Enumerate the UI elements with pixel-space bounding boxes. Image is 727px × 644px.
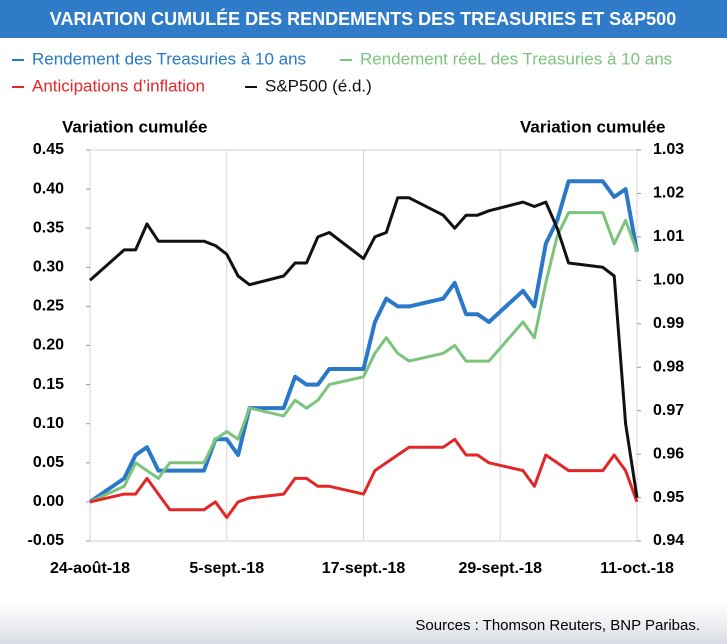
y-tick-label: -0.05 [28, 532, 65, 549]
y2-tick-label: 0.97 [653, 402, 684, 419]
legend-label: S&P500 (é.d.) [265, 76, 372, 95]
y-tick-label: 0.05 [33, 454, 64, 471]
series-line [89, 196, 639, 498]
series-line [89, 437, 639, 519]
y-tick-label: 0.40 [33, 180, 64, 197]
y-axis-title: Variation cumulée [62, 117, 208, 136]
y2-tick-label: 0.99 [653, 315, 684, 332]
y-tick-label: 0.35 [33, 219, 64, 236]
y-tick-label: 0.25 [33, 298, 64, 315]
y2-tick-label: 1.01 [653, 228, 684, 245]
x-tick-label: 17-sept.-18 [322, 560, 406, 577]
y2-tick-label: 0.95 [653, 489, 684, 506]
legend-label: Rendement des Treasuries à 10 ans [32, 49, 306, 68]
series-line [88, 179, 639, 504]
y-tick-label: 0.10 [33, 415, 64, 432]
y2-tick-label: 0.96 [653, 445, 684, 462]
legend-label: Rendement réeL des Treasuries à 10 ans [360, 49, 672, 68]
x-tick-label: 5-sept.-18 [189, 560, 264, 577]
y-tick-label: 0.45 [33, 141, 64, 158]
legend-label: Anticipations d’inflation [32, 76, 205, 95]
title-bar [0, 0, 727, 38]
y-tick-label: 0.30 [33, 259, 64, 276]
y-tick-label: 0.20 [33, 337, 64, 354]
y2-tick-label: 1.03 [653, 141, 684, 158]
x-tick-label: 11-oct.-18 [600, 560, 674, 577]
y-tick-label: 0.15 [33, 376, 64, 393]
y2-tick-label: 0.94 [653, 532, 684, 549]
chart-title: VARIATION CUMULÉE DES RENDEMENTS DES TRE… [50, 8, 676, 29]
y2-tick-label: 1.00 [653, 272, 684, 289]
series-line [89, 211, 639, 504]
footer-bar [0, 604, 727, 644]
y2-tick-label: 0.98 [653, 358, 684, 375]
y-tick-label: 0.00 [33, 493, 64, 510]
x-tick-label: 29-sept.-18 [458, 560, 542, 577]
y2-axis-title: Variation cumulée [520, 117, 666, 136]
y2-tick-label: 1.02 [653, 185, 684, 202]
x-tick-label: 24-août-18 [50, 560, 130, 577]
source: Sources : Thomson Reuters, BNP Paribas. [415, 617, 700, 634]
